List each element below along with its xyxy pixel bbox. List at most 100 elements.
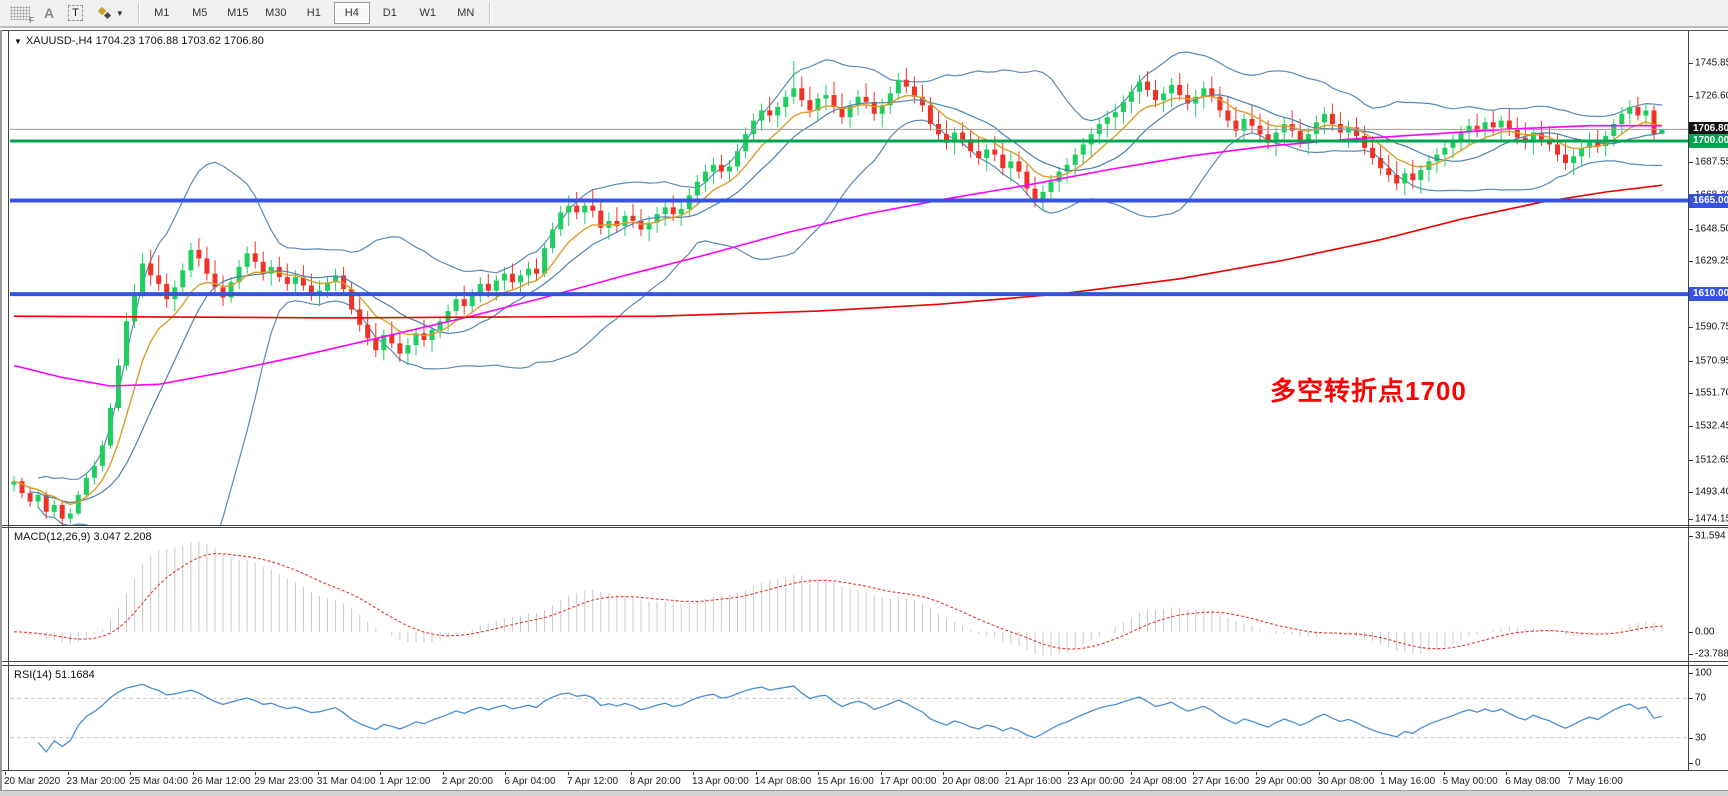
axis-tick <box>1689 162 1693 164</box>
axis-tick-label: 1493.40 <box>1695 486 1728 498</box>
time-tick <box>693 772 695 775</box>
time-tick <box>317 772 319 775</box>
timeframe-button-w1[interactable]: W1 <box>419 7 437 19</box>
window-left-frame <box>0 30 2 790</box>
symbol-dropdown-icon[interactable]: ▼ <box>14 37 22 46</box>
axis-tick <box>1689 632 1693 633</box>
time-tick <box>943 772 945 775</box>
timeframe-button-m15[interactable]: M15 <box>227 7 249 19</box>
axis-tick <box>1689 426 1693 428</box>
text-tool-icon[interactable]: T <box>68 5 83 21</box>
time-label: 13 Apr 00:00 <box>692 776 749 787</box>
axis-tick-label: 30 <box>1695 732 1707 744</box>
time-label: 29 Mar 23:00 <box>254 776 314 787</box>
toolbar-drag-handle-icon[interactable]: F <box>10 6 34 25</box>
time-tick <box>1568 772 1570 775</box>
timeframe-button-d1[interactable]: D1 <box>382 7 397 19</box>
plot-left-border <box>8 30 9 771</box>
price-tag-1700.00: 1700.00 <box>1688 133 1728 148</box>
axis-tick <box>1689 673 1693 674</box>
time-label: 6 Apr 04:00 <box>504 776 556 787</box>
time-tick <box>630 772 632 775</box>
time-label: 25 Mar 04:00 <box>129 776 189 787</box>
time-label: 23 Mar 20:00 <box>66 776 126 787</box>
axis-tick <box>1689 698 1693 700</box>
time-label: 1 May 16:00 <box>1380 776 1436 787</box>
rsi-plot[interactable] <box>10 666 1688 770</box>
dropdown-caret-icon[interactable]: ▼ <box>115 8 124 18</box>
axis-tick <box>1689 763 1693 764</box>
macd-axis[interactable]: 31.594 0.00 -23.788 <box>1689 528 1728 661</box>
time-tick <box>818 772 820 775</box>
window-bottom-frame <box>0 790 1728 796</box>
axis-tick <box>1689 360 1693 362</box>
axis-tick <box>1689 536 1693 537</box>
time-tick <box>130 772 132 775</box>
axis-tick-label: 1590.75 <box>1695 321 1728 333</box>
time-label: 27 Apr 16:00 <box>1192 776 1250 787</box>
chart-title: ▼ XAUUSD-,H4 1704.23 1706.88 1703.62 1706… <box>14 35 264 47</box>
price-tag-1610.00: 1610.00 <box>1688 287 1728 302</box>
time-label: 29 Apr 00:00 <box>1255 776 1312 787</box>
time-tick <box>1130 772 1132 775</box>
axis-tick-label: 1648.50 <box>1695 223 1728 235</box>
rsi-axis[interactable]: 100 70 30 0 <box>1689 666 1728 770</box>
time-label: 8 Apr 20:00 <box>629 776 681 787</box>
time-label: 2 Apr 20:00 <box>441 776 493 787</box>
time-tick <box>1005 772 1007 775</box>
time-tick <box>255 772 257 775</box>
time-label: 15 Apr 16:00 <box>817 776 874 787</box>
macd-plot[interactable] <box>10 528 1688 661</box>
time-tick <box>1193 772 1195 775</box>
macd-panel: MACD(12,26,9) 3.047 2.208 31.594 0.00 -23.… <box>0 527 1728 662</box>
time-tick <box>442 772 444 775</box>
annotation-text: 多空转折点1700 <box>1270 376 1467 406</box>
time-tick <box>192 772 194 775</box>
main-chart-panel: ▼ XAUUSD-,H4 1704.23 1706.88 1703.62 1706… <box>0 30 1728 526</box>
axis-tick-label: 1532.45 <box>1695 420 1728 432</box>
arrows-tool-icon[interactable]: ▼ <box>97 6 124 20</box>
price-axis[interactable]: 1745.851726.601687.551668.301648.501629.… <box>1688 31 1728 525</box>
axis-tick-label: 1474.15 <box>1695 513 1728 525</box>
axis-tick <box>1689 492 1693 494</box>
timeframe-toolbar: M1 M5 M15 M30 H1 H4 D1 W1 MN <box>143 0 485 27</box>
time-label: 14 Apr 08:00 <box>754 776 812 787</box>
timeframe-button-m1[interactable]: M1 <box>154 7 170 19</box>
time-tick <box>380 772 382 775</box>
timeframe-button-h4[interactable]: H4 <box>333 2 370 24</box>
price-tag-1706.80: 1706.80 <box>1688 122 1728 137</box>
axis-tick <box>1689 228 1693 230</box>
time-label: 21 Apr 16:00 <box>1004 776 1062 787</box>
time-label: 7 May 16:00 <box>1567 776 1623 787</box>
price-chart-plot[interactable] <box>10 31 1688 525</box>
time-tick <box>5 772 6 775</box>
timeframe-button-h1[interactable]: H1 <box>306 7 321 19</box>
text-label-tool-icon[interactable]: A <box>44 5 55 21</box>
time-axis[interactable]: 20 Mar 2020 23 Mar 20:00 25 Mar 04:00 26 Ma… <box>0 772 1728 790</box>
rsi-panel: RSI(14) 51.1684 100 70 30 0 <box>0 665 1728 771</box>
time-label: 26 Mar 12:00 <box>191 776 251 787</box>
time-label: 30 Apr 08:00 <box>1317 776 1375 787</box>
arrow-shapes-icon <box>97 6 111 20</box>
axis-tick <box>1689 326 1693 328</box>
axis-tick-label: 70 <box>1695 692 1707 704</box>
timeframe-button-mn[interactable]: MN <box>457 7 475 19</box>
time-tick <box>505 772 507 775</box>
time-label: 7 Apr 12:00 <box>566 776 619 787</box>
timeframe-button-m30[interactable]: M30 <box>265 7 287 19</box>
time-tick <box>1318 772 1320 775</box>
time-label: 6 May 08:00 <box>1505 776 1561 787</box>
time-tick <box>755 772 757 775</box>
axis-tick-label: 1687.55 <box>1695 156 1728 168</box>
axis-tick-label: 1551.70 <box>1695 387 1728 399</box>
axis-tick <box>1689 95 1693 97</box>
time-label: 17 Apr 00:00 <box>879 776 937 787</box>
timeframe-button-m5[interactable]: M5 <box>192 7 208 19</box>
axis-tick <box>1689 737 1693 739</box>
time-label: 31 Mar 04:00 <box>316 776 376 787</box>
axis-border-line <box>1688 30 1689 771</box>
chart-window: ▼ XAUUSD-,H4 1704.23 1706.88 1703.62 1706… <box>0 28 1728 796</box>
axis-tick-label: 100 <box>1695 667 1712 679</box>
time-tick <box>1068 772 1070 775</box>
time-tick <box>880 772 882 775</box>
